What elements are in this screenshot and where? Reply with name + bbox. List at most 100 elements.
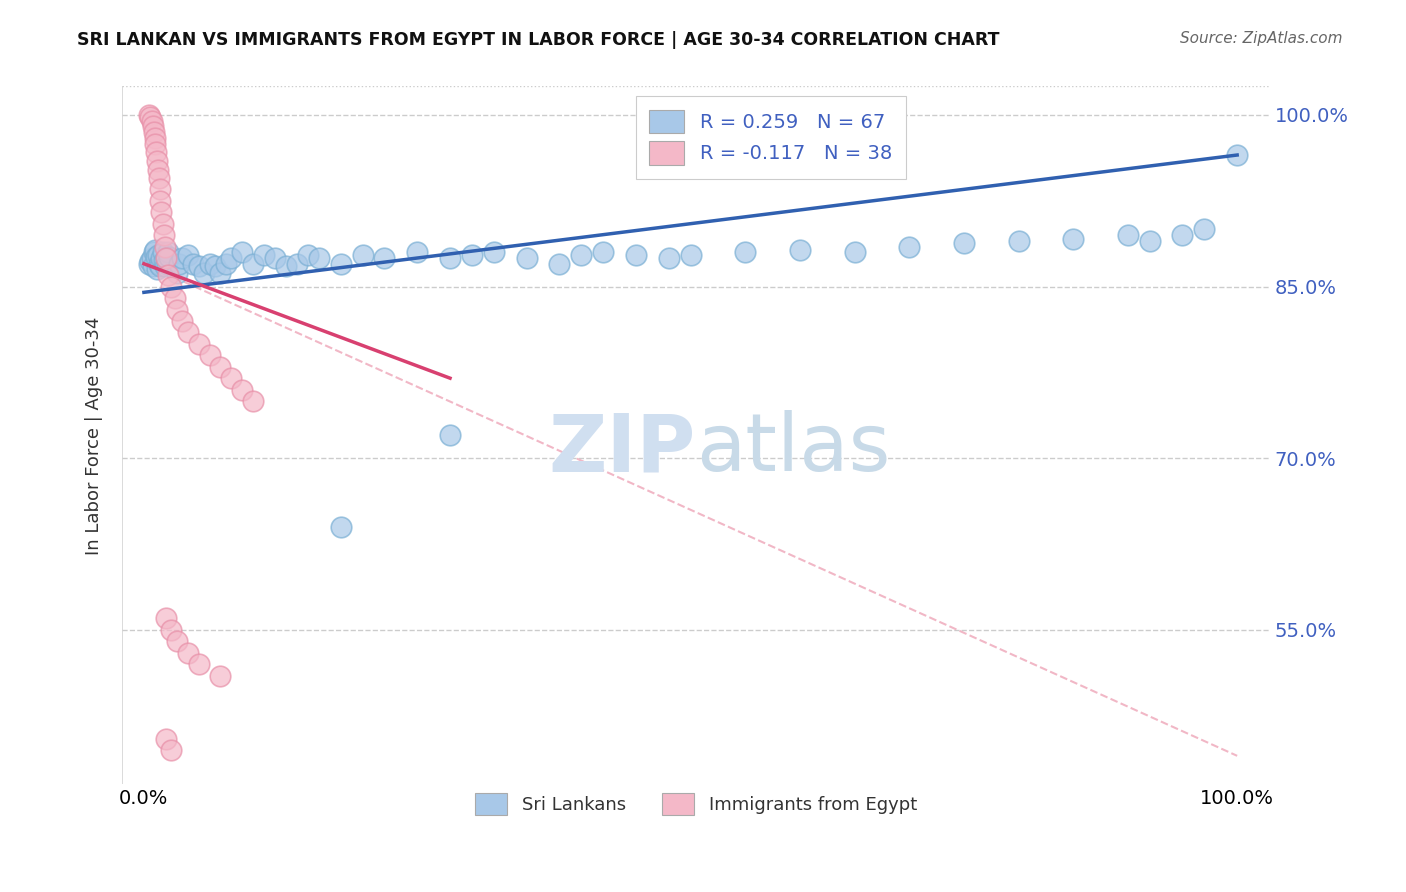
Point <box>148 170 170 185</box>
Point <box>150 251 173 265</box>
Text: ZIP: ZIP <box>548 410 696 488</box>
Point <box>264 251 287 265</box>
Point <box>679 247 702 261</box>
Point <box>1116 228 1139 243</box>
Point <box>176 247 198 261</box>
Point <box>1226 148 1249 162</box>
Point <box>439 428 461 442</box>
Point <box>516 251 538 265</box>
Point <box>157 250 180 264</box>
Point <box>198 348 221 362</box>
Point <box>592 245 614 260</box>
Point <box>149 259 172 273</box>
Point <box>198 257 221 271</box>
Point <box>329 520 352 534</box>
Point <box>152 228 174 243</box>
Point <box>146 162 169 177</box>
Text: SRI LANKAN VS IMMIGRANTS FROM EGYPT IN LABOR FORCE | AGE 30-34 CORRELATION CHART: SRI LANKAN VS IMMIGRANTS FROM EGYPT IN L… <box>77 31 1000 49</box>
Point <box>142 120 165 134</box>
Point <box>373 251 395 265</box>
Point <box>209 359 232 374</box>
Point <box>953 236 976 251</box>
Point <box>176 646 198 660</box>
Point <box>163 291 186 305</box>
Point <box>215 257 238 271</box>
Point <box>221 371 243 385</box>
Point <box>181 257 204 271</box>
Point <box>308 251 330 265</box>
Point <box>150 205 173 219</box>
Point <box>329 257 352 271</box>
Point <box>285 257 308 271</box>
Point <box>143 131 166 145</box>
Point <box>231 245 253 260</box>
Point <box>176 326 198 340</box>
Point <box>138 108 160 122</box>
Point <box>209 669 232 683</box>
Point <box>141 113 163 128</box>
Point <box>624 247 647 261</box>
Point <box>187 336 209 351</box>
Point <box>231 383 253 397</box>
Point <box>221 251 243 265</box>
Point <box>156 257 179 271</box>
Point <box>146 153 169 168</box>
Point <box>141 251 163 265</box>
Point <box>155 611 177 625</box>
Point <box>204 259 226 273</box>
Point <box>155 251 177 265</box>
Point <box>156 268 179 282</box>
Point <box>160 279 183 293</box>
Point <box>461 247 484 261</box>
Point <box>1007 234 1029 248</box>
Point <box>160 623 183 637</box>
Point <box>548 257 571 271</box>
Point <box>146 247 169 261</box>
Point <box>152 254 174 268</box>
Legend: Sri Lankans, Immigrants from Egypt: Sri Lankans, Immigrants from Egypt <box>465 784 927 824</box>
Point <box>734 245 756 260</box>
Point <box>439 251 461 265</box>
Point <box>658 251 681 265</box>
Point <box>142 259 165 273</box>
Point <box>148 257 170 271</box>
Point <box>166 634 188 648</box>
Point <box>142 125 165 139</box>
Y-axis label: In Labor Force | Age 30-34: In Labor Force | Age 30-34 <box>86 316 103 555</box>
Point <box>844 245 866 260</box>
Point <box>139 254 162 268</box>
Point <box>898 239 921 253</box>
Point <box>149 194 172 208</box>
Point <box>143 136 166 151</box>
Point <box>172 251 194 265</box>
Point <box>297 247 319 261</box>
Point <box>153 239 176 253</box>
Point <box>167 257 190 271</box>
Text: Source: ZipAtlas.com: Source: ZipAtlas.com <box>1180 31 1343 46</box>
Point <box>242 257 264 271</box>
Point <box>152 217 174 231</box>
Point <box>139 110 162 124</box>
Point <box>155 731 177 746</box>
Point <box>153 259 176 273</box>
Point <box>1194 222 1216 236</box>
Point <box>569 247 592 261</box>
Point <box>1139 234 1161 248</box>
Text: atlas: atlas <box>696 410 890 488</box>
Point <box>155 251 177 265</box>
Point <box>138 257 160 271</box>
Point <box>187 657 209 672</box>
Point <box>209 266 232 280</box>
Point <box>482 245 505 260</box>
Point <box>152 245 174 260</box>
Point <box>789 243 811 257</box>
Point <box>143 243 166 257</box>
Point <box>156 245 179 260</box>
Point <box>149 182 172 196</box>
Point <box>1171 228 1194 243</box>
Point <box>166 302 188 317</box>
Point <box>187 259 209 273</box>
Point <box>146 262 169 277</box>
Point <box>274 259 297 273</box>
Point <box>406 245 429 260</box>
